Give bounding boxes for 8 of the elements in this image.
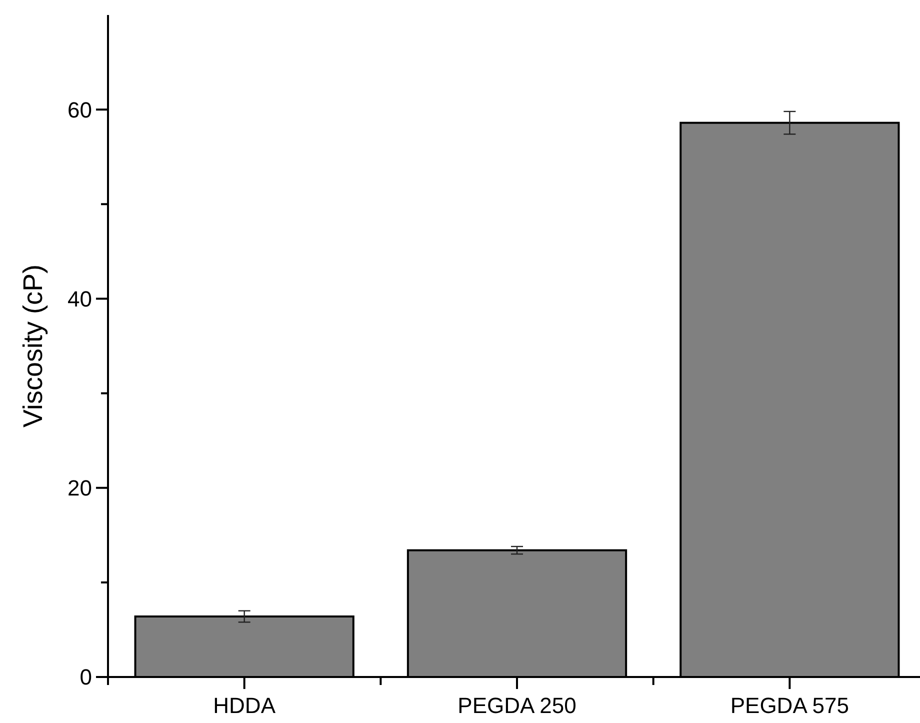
y-axis-title: Viscosity (cP) bbox=[18, 264, 48, 428]
y-tick-label: 60 bbox=[68, 97, 92, 122]
y-tick-label: 40 bbox=[68, 286, 92, 312]
x-tick-label: PEGDA 575 bbox=[730, 693, 849, 718]
y-tick-label: 0 bbox=[80, 664, 92, 690]
x-tick-label: PEGDA 250 bbox=[458, 693, 576, 718]
x-tick-label: HDDA bbox=[213, 693, 276, 718]
y-tick-label: 20 bbox=[68, 476, 92, 501]
